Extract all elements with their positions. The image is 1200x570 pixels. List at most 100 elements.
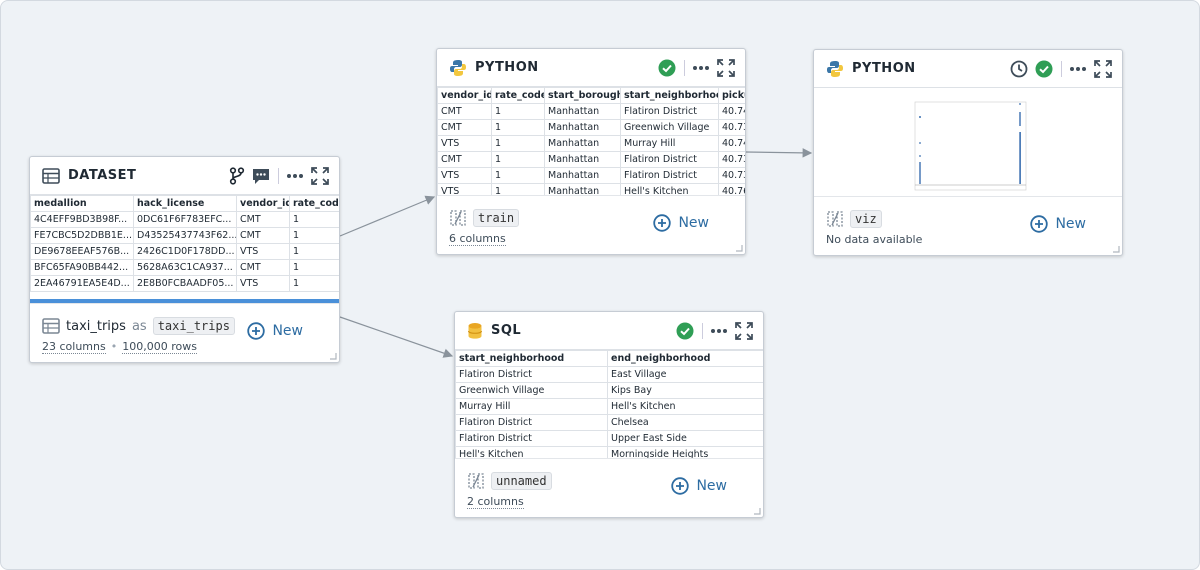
output-name: unnamed	[467, 472, 552, 490]
cell: 1	[289, 275, 339, 292]
cell: 1	[491, 151, 545, 168]
node-card: DATASET medallion hack_license vendor_id rat…	[29, 156, 340, 363]
cell: Murray Hill	[455, 398, 608, 415]
more-menu[interactable]	[710, 328, 728, 334]
resize-handle[interactable]	[735, 244, 743, 252]
cell: 1	[491, 135, 545, 152]
node-kind: PYTHON	[475, 60, 539, 75]
output-name: train	[449, 209, 520, 227]
node-footer: taxi_trips as taxi_trips 23 columns • 100,000…	[30, 303, 339, 362]
branch-icon[interactable]	[229, 166, 245, 185]
node-header: PYTHON	[814, 50, 1122, 87]
node-kind: DATASET	[68, 168, 137, 183]
column-header: vendor_id	[236, 195, 290, 212]
resize-handle[interactable]	[1112, 245, 1120, 253]
cell: CMT	[236, 259, 290, 276]
column-header: rate_code	[289, 195, 339, 212]
column-header: start_borough	[544, 87, 621, 104]
output-icon	[467, 473, 485, 489]
node-icon	[826, 60, 844, 78]
cell: 2EA46791EA5E4D...	[30, 275, 134, 292]
resize-handle[interactable]	[753, 507, 761, 515]
cell: East Village	[607, 366, 763, 383]
more-menu[interactable]	[692, 65, 710, 71]
alias-chip[interactable]: train	[473, 209, 520, 227]
node-card: PYTHON vendor_id rate_code start_borough sta…	[436, 48, 746, 255]
column-header: start_neighborhood	[455, 350, 608, 367]
node-footer: train 6 columns New	[437, 195, 745, 254]
alias-chip[interactable]: taxi_trips	[152, 317, 235, 335]
divider	[684, 59, 685, 76]
cell: Manhattan	[544, 103, 621, 120]
node-header: SQL	[455, 312, 763, 349]
output-meta: 6 columns	[449, 232, 506, 246]
cell: Chelsea	[607, 414, 763, 431]
cell: 40.73	[718, 167, 745, 184]
table-preview: start_neighborhood end_neighborhood Flatir…	[455, 349, 763, 458]
data-table: medallionhack_licensevendor_idrate_code4…	[30, 195, 339, 292]
column-header: medallion	[30, 195, 134, 212]
column-header: picku	[718, 87, 745, 104]
cell: 1	[491, 183, 545, 195]
data-row: Flatiron District Upper East Side	[455, 430, 763, 447]
cell: Upper East Side	[607, 430, 763, 447]
new-button[interactable]: New	[247, 322, 303, 340]
cell: 4C4EFF9BD3B98F...	[30, 211, 134, 228]
new-button[interactable]: New	[671, 477, 727, 495]
resize-handle[interactable]	[329, 352, 337, 360]
cell: Hell's Kitchen	[607, 398, 763, 415]
cell: VTS	[437, 183, 492, 195]
cell: Hell's Kitchen	[620, 183, 719, 195]
cell: Flatiron District	[455, 414, 608, 431]
cell: Murray Hill	[620, 135, 719, 152]
expand-button[interactable]	[311, 166, 329, 185]
node-kind: PYTHON	[852, 61, 916, 76]
data-row: Flatiron District East Village	[455, 366, 763, 383]
expand-button[interactable]	[717, 58, 735, 77]
meta-item: 100,000 rows	[122, 340, 197, 354]
output-meta: No data available	[826, 233, 922, 246]
cell: 40.73	[718, 151, 745, 168]
cell: Manhattan	[544, 135, 621, 152]
cell: VTS	[437, 135, 492, 152]
node-icon	[467, 322, 483, 340]
table-preview: medallionhack_licensevendor_idrate_code4…	[30, 194, 339, 303]
cell: Hell's Kitchen	[455, 446, 608, 458]
new-label[interactable]: New	[678, 215, 709, 231]
new-label[interactable]: New	[1055, 216, 1086, 232]
alias-chip[interactable]: unnamed	[491, 472, 552, 490]
data-table: vendor_id rate_code start_borough start_nei…	[437, 87, 745, 195]
cell: 1	[491, 167, 545, 184]
cell: Flatiron District	[620, 151, 719, 168]
data-row: Murray Hill Hell's Kitchen	[455, 398, 763, 415]
comment-icon[interactable]	[252, 167, 270, 185]
new-label[interactable]: New	[272, 323, 303, 339]
expand-button[interactable]	[735, 321, 753, 340]
plot-preview	[814, 87, 1122, 196]
cell: Kips Bay	[607, 382, 763, 399]
cell: Flatiron District	[620, 167, 719, 184]
new-button[interactable]: New	[653, 214, 709, 232]
header-row: vendor_id rate_code start_borough start_nei…	[437, 87, 745, 104]
meta-item: 23 columns	[42, 340, 106, 354]
node-icon	[449, 59, 467, 77]
alias-chip[interactable]: viz	[850, 210, 882, 228]
cell: Flatiron District	[455, 366, 608, 383]
expand-button[interactable]	[1094, 59, 1112, 78]
output-name: taxi_trips as taxi_trips	[42, 317, 235, 335]
more-menu[interactable]	[1069, 66, 1087, 72]
dataset-name: taxi_trips	[66, 318, 126, 334]
more-menu[interactable]	[286, 173, 304, 179]
new-label[interactable]: New	[696, 478, 727, 494]
output-icon	[42, 318, 60, 334]
cell: Manhattan	[544, 151, 621, 168]
new-button[interactable]: New	[1030, 215, 1086, 233]
output-icon	[826, 211, 844, 227]
cell: Manhattan	[544, 183, 621, 195]
cell: VTS	[236, 275, 290, 292]
